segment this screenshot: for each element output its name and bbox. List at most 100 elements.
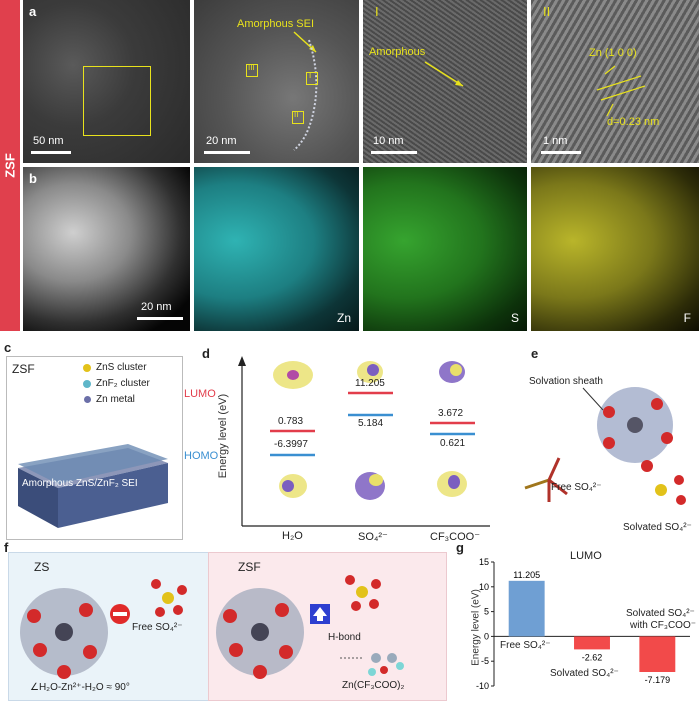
g-y-tick-label: 10 (479, 582, 489, 592)
eds-map-f: F (531, 167, 699, 331)
g-bar-chart: 15 10 5 0 -5 -10 11.205 -2.62 -7.179 (476, 557, 690, 691)
g-bar (639, 636, 676, 673)
d-homo-label: HOMO (184, 450, 219, 462)
d-spacing-label: d=0.23 nm (607, 116, 660, 128)
g-y-tick-label: -5 (481, 656, 489, 666)
f-zsf-label: ZSF (238, 560, 261, 574)
hrtem-image-I: I Amorphous 10 nm (363, 0, 527, 163)
eds-label-zn: Zn (336, 311, 351, 325)
zn100-label: Zn (1 0 0) (589, 47, 637, 59)
scale-bar-10nm (371, 151, 417, 154)
eds-label-s: S (510, 311, 519, 325)
panel-roman-I: I (375, 4, 379, 19)
amorphous-label: Amorphous (369, 46, 426, 58)
legend-zn-label: Zn metal (96, 394, 135, 405)
tem-image-sei: Amorphous SEI III I II 20 nm (194, 0, 359, 163)
g-bar (574, 636, 610, 650)
f-angle-label: ∠H₂O-Zn²⁺-H₂O ≈ 90° (30, 682, 130, 693)
eds-label-f: F (683, 311, 691, 325)
d-x-h2o: H₂O (282, 530, 303, 542)
d-x-cf3coo: CF₃COO⁻ (430, 531, 481, 543)
g-bar-value-label: -7.179 (645, 675, 671, 685)
d-x-so4: SO₄²⁻ (358, 531, 388, 543)
g-bar (508, 580, 545, 637)
f-illustration (20, 575, 404, 679)
g-bar-value-label: 11.205 (513, 570, 540, 580)
d-so4-homo-value: 5.184 (358, 418, 384, 429)
d-ylabel: Energy level (eV) (217, 393, 229, 479)
g-cat-solvated-cf3-line1: Solvated SO₄²⁻ (626, 608, 695, 619)
e-sheath-label: Solvation sheath (529, 376, 603, 387)
eds-map-zn: Zn (194, 167, 359, 331)
lattice-marks (596, 65, 646, 117)
panel-letter-b: b (29, 171, 37, 186)
panel-letter-f: f (4, 540, 9, 555)
panel-c: c ZSF ZnS cluster ZnF₂ cluster Zn metal … (0, 340, 185, 540)
hrtem-image-II: II Zn (1 0 0) d=0.23 nm 1 nm (531, 0, 699, 163)
g-y-tick-label: 5 (484, 607, 489, 617)
f-zs-label: ZS (34, 560, 50, 574)
zsf-side-strip: ZSF (0, 0, 20, 331)
scale-bar-50nm (31, 151, 71, 154)
e-solvated-label: Solvated SO₄²⁻ (623, 522, 692, 533)
d-cf3-homo-value: 0.621 (440, 438, 466, 449)
panel-e: e Solvation sheath Free SO₄²⁻ Solvated S… (505, 340, 699, 540)
f-salt-label: Zn(CF₃COO)₂ (342, 680, 405, 691)
box-III-label: III (248, 63, 255, 72)
scale-label-20nm: 20 nm (206, 135, 237, 147)
f-free-label: Free SO₄²⁻ (132, 622, 183, 633)
panel-d: d Energy level (eV) LUMO HOMO 0.783 -6.3… (184, 340, 500, 543)
sei-slab-illustration (18, 444, 168, 528)
scale-bar-1nm (541, 151, 581, 154)
sei-slab-label: Amorphous ZnS/ZnF₂ SEI (22, 478, 138, 489)
legend-zns-label: ZnS cluster (96, 362, 147, 373)
energy-level-diagram (238, 356, 490, 527)
g-cat-free: Free SO₄²⁻ (500, 640, 551, 651)
g-bar-value-label: -2.62 (582, 652, 603, 662)
scale-label-50nm: 50 nm (33, 135, 64, 147)
panel-letter-g: g (456, 540, 464, 555)
g-y-tick-label: 0 (484, 631, 489, 641)
box-II-label: II (294, 110, 299, 119)
panel-g: g Energy level (eV) LUMO 15 10 5 0 -5 -10 11.2… (450, 540, 699, 701)
scale-label-1nm: 1 nm (543, 135, 568, 147)
zsf-side-label: ZSF (2, 153, 18, 178)
panel-letter-d: d (202, 346, 210, 361)
panel-f: f ZS ZSF Fre (0, 540, 448, 701)
g-cat-solvated-cf3-line2: with CF₃COO⁻ (630, 620, 697, 631)
panel-letter-c: c (4, 340, 12, 355)
legend-znf2-label: ZnF₂ cluster (96, 378, 150, 389)
g-y-tick-label: -10 (476, 681, 489, 691)
amorphous-arrow (424, 61, 464, 87)
box-III (246, 64, 258, 77)
box-II (292, 111, 304, 124)
legend-zn-icon (84, 396, 91, 403)
e-free-label: Free SO₄²⁻ (551, 482, 602, 493)
sei-arrow (293, 31, 318, 151)
zoom-box (83, 66, 151, 136)
d-h2o-homo-value: -6.3997 (274, 439, 308, 450)
panel-c-title: ZSF (12, 362, 35, 376)
box-I-label: I (309, 71, 312, 80)
d-so4-lumo-value: 11.205 (355, 378, 385, 389)
scale-bar-b-20nm (137, 317, 183, 320)
legend-zns-icon (83, 364, 91, 372)
eds-map-s: S (363, 167, 527, 331)
g-cat-solvated: Solvated SO₄²⁻ (550, 668, 619, 679)
scale-label-b-20nm: 20 nm (141, 301, 172, 313)
scale-label-10nm: 10 nm (373, 135, 404, 147)
amorphous-sei-label: Amorphous SEI (237, 18, 315, 30)
tem-image-overview: a 50 nm (23, 0, 190, 163)
d-cf3-lumo-value: 3.672 (438, 408, 464, 419)
f-hbond-label: H-bond (328, 632, 361, 643)
solvation-illustration (524, 387, 686, 505)
d-lumo-label: LUMO (184, 388, 216, 400)
panel-letter-e: e (531, 346, 539, 361)
g-title: LUMO (570, 550, 602, 562)
haadf-image: b 20 nm (23, 167, 190, 331)
legend-znf2-icon (83, 380, 91, 388)
g-y-tick-label: 15 (479, 557, 489, 567)
panel-roman-II: II (543, 4, 551, 19)
scale-bar-20nm (204, 151, 250, 154)
box-I (306, 72, 318, 85)
